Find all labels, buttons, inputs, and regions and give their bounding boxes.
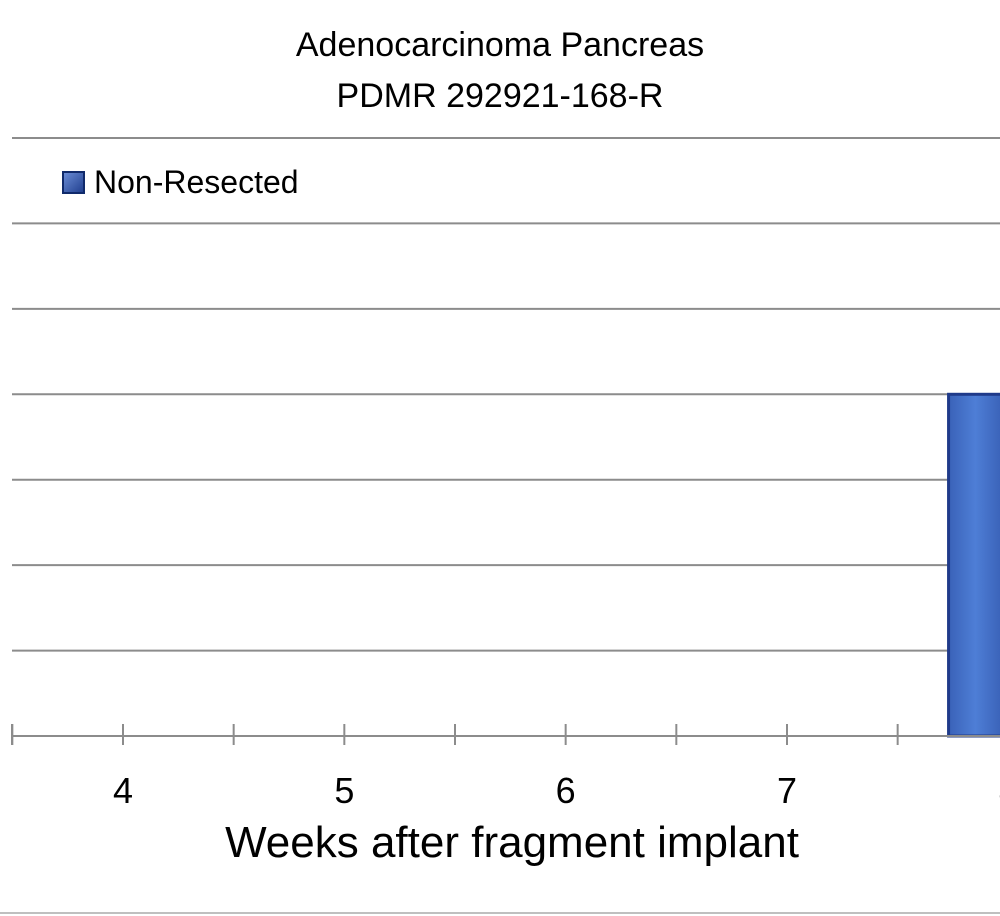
x-axis-tick-labels: 4 5 6 7 8 xyxy=(113,770,1000,811)
gridlines xyxy=(12,137,1000,652)
x-tick-label: 8 xyxy=(998,770,1000,811)
chart-title-line-1: Adenocarcinoma Pancreas xyxy=(296,26,704,64)
bar-non-resected xyxy=(947,392,1000,738)
x-tick-label: 7 xyxy=(777,770,797,811)
legend-label-non-resected: Non-Resected xyxy=(94,164,299,200)
x-axis-ticks xyxy=(11,724,899,745)
x-axis-title: Weeks after fragment implant xyxy=(225,818,799,867)
x-tick-label: 4 xyxy=(113,770,133,811)
chart-title-line-2: PDMR 292921-168-R xyxy=(337,77,664,115)
x-tick-label: 6 xyxy=(556,770,576,811)
x-tick-label: 5 xyxy=(334,770,354,811)
bars xyxy=(947,392,1000,738)
legend: Non-Resected xyxy=(62,164,299,200)
legend-swatch-non-resected xyxy=(62,171,85,194)
